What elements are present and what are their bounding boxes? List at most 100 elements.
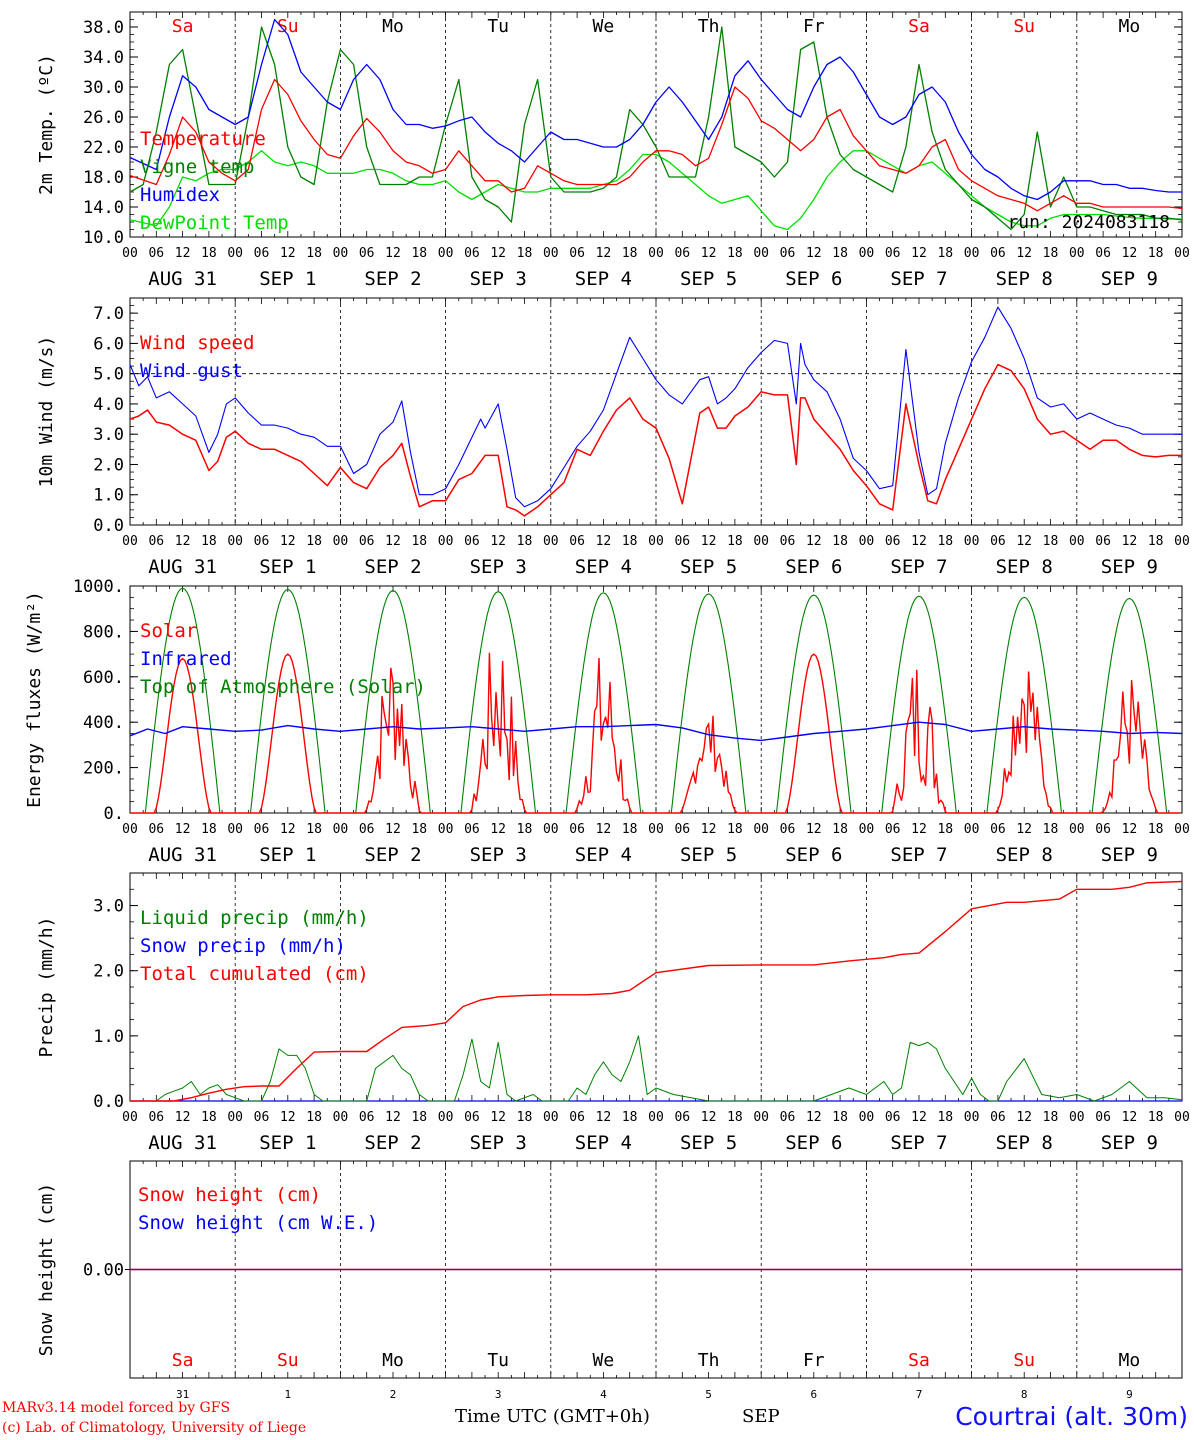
- date-label: SEP 7: [890, 556, 947, 578]
- hour-tick-label: 12: [806, 534, 822, 549]
- date-label: SEP 6: [785, 268, 842, 290]
- date-label: SEP 5: [680, 556, 737, 578]
- hour-tick-label: 00: [753, 534, 769, 549]
- hour-tick-label: 00: [1174, 1110, 1190, 1125]
- hour-tick-label: 06: [1095, 246, 1111, 261]
- run-label: run: 2024083118: [1007, 212, 1170, 233]
- hour-tick-label: 12: [175, 534, 191, 549]
- legend-entry: Vigne temp: [140, 156, 254, 178]
- y-tick-label: 600.: [83, 668, 124, 688]
- day-abbr-label: Fr: [803, 16, 825, 37]
- hour-tick-label: 12: [175, 246, 191, 261]
- hour-tick-label: 12: [1016, 534, 1032, 549]
- hour-tick-label: 12: [385, 246, 401, 261]
- legend-entry: Solar: [140, 620, 197, 642]
- hour-tick-label: 12: [175, 822, 191, 837]
- hour-tick-label: 00: [1174, 822, 1190, 837]
- hour-tick-label: 12: [1016, 246, 1032, 261]
- hour-tick-label: 18: [306, 1110, 322, 1125]
- hour-tick-label: 18: [832, 822, 848, 837]
- date-label: SEP 7: [890, 1132, 947, 1154]
- hour-tick-label: 00: [1174, 246, 1190, 261]
- hour-tick-label: 18: [622, 1110, 638, 1125]
- hour-tick-label: 06: [885, 1110, 901, 1125]
- legend-entry: Snow height (cm): [138, 1184, 321, 1206]
- hour-tick-label: 06: [359, 1110, 375, 1125]
- hour-tick-label: 00: [964, 246, 980, 261]
- hour-tick-label: 00: [1069, 1110, 1085, 1125]
- hour-tick-label: 18: [937, 246, 953, 261]
- date-label: SEP 9: [1101, 556, 1158, 578]
- hour-tick-label: 06: [569, 822, 585, 837]
- hour-tick-label: 12: [490, 246, 506, 261]
- hour-tick-label: 18: [727, 822, 743, 837]
- hour-tick-label: 00: [1069, 534, 1085, 549]
- hour-tick-label: 06: [674, 246, 690, 261]
- hour-tick-label: 18: [622, 534, 638, 549]
- y-tick-label: 0.0: [93, 516, 124, 536]
- hour-tick-label: 06: [148, 534, 164, 549]
- y-tick-label: 26.0: [83, 108, 124, 128]
- hour-tick-label: 18: [1043, 246, 1059, 261]
- hour-tick-label: 18: [937, 1110, 953, 1125]
- legend-entry: Humidex: [140, 184, 220, 206]
- hour-tick-label: 06: [254, 246, 270, 261]
- hour-tick-label: 06: [990, 1110, 1006, 1125]
- hour-tick-label: 06: [359, 822, 375, 837]
- hour-tick-label: 18: [1043, 822, 1059, 837]
- hour-tick-label: 12: [596, 246, 612, 261]
- hour-tick-label: 00: [438, 246, 454, 261]
- hour-tick-label: 06: [254, 1110, 270, 1125]
- hour-tick-label: 06: [464, 1110, 480, 1125]
- legend-entry: Infrared: [140, 648, 232, 670]
- date-label: SEP 4: [575, 268, 632, 290]
- hour-tick-label: 12: [911, 534, 927, 549]
- day-abbr-label: We: [593, 1350, 615, 1371]
- hour-tick-label: 18: [411, 1110, 427, 1125]
- hour-tick-label: 00: [122, 1110, 138, 1125]
- date-label: SEP 7: [890, 268, 947, 290]
- hour-tick-label: 12: [490, 534, 506, 549]
- hour-tick-label: 06: [1095, 1110, 1111, 1125]
- day-abbr-label: Th: [698, 16, 720, 37]
- y-tick-label: 1.0: [93, 1027, 124, 1047]
- hour-tick-label: 18: [306, 534, 322, 549]
- hour-tick-label: 00: [227, 822, 243, 837]
- y-tick-label: 1000.: [73, 577, 124, 597]
- hour-tick-label: 00: [753, 1110, 769, 1125]
- hour-tick-label: 12: [596, 1110, 612, 1125]
- hour-tick-label: 00: [859, 1110, 875, 1125]
- hour-tick-label: 12: [806, 822, 822, 837]
- y-tick-label: 3.0: [93, 425, 124, 445]
- date-label: AUG 31: [148, 556, 217, 578]
- hour-tick-label: 12: [701, 822, 717, 837]
- day-abbr-label: Tu: [487, 16, 509, 37]
- y-tick-label: 4.0: [93, 395, 124, 415]
- hour-tick-label: 00: [964, 534, 980, 549]
- hour-tick-label: 18: [1148, 246, 1164, 261]
- day-number-label: 4: [600, 1388, 607, 1401]
- hour-tick-label: 18: [306, 246, 322, 261]
- day-abbr-label: Sa: [908, 1350, 930, 1371]
- date-label: SEP 2: [364, 556, 421, 578]
- legend-entry: Liquid precip (mm/h): [140, 907, 369, 929]
- date-label: AUG 31: [148, 844, 217, 866]
- hour-tick-label: 12: [280, 246, 296, 261]
- legend-entry: Wind gust: [140, 360, 243, 382]
- legend-entry: Snow precip (mm/h): [140, 935, 346, 957]
- hour-tick-label: 06: [674, 822, 690, 837]
- date-label: SEP 8: [996, 1132, 1053, 1154]
- hour-tick-label: 00: [964, 822, 980, 837]
- hour-tick-label: 06: [885, 534, 901, 549]
- hour-tick-label: 18: [1148, 822, 1164, 837]
- hour-tick-label: 06: [569, 246, 585, 261]
- date-label: SEP 8: [996, 268, 1053, 290]
- series-line-wind-speed: [129, 363, 1182, 517]
- hour-tick-label: 12: [911, 822, 927, 837]
- hour-tick-label: 12: [385, 534, 401, 549]
- hour-tick-label: 06: [885, 822, 901, 837]
- hour-tick-label: 18: [306, 822, 322, 837]
- y-axis-label: 10m Wind (m/s): [36, 336, 57, 488]
- day-abbr-label: Mo: [382, 1350, 404, 1371]
- hour-tick-label: 00: [543, 534, 559, 549]
